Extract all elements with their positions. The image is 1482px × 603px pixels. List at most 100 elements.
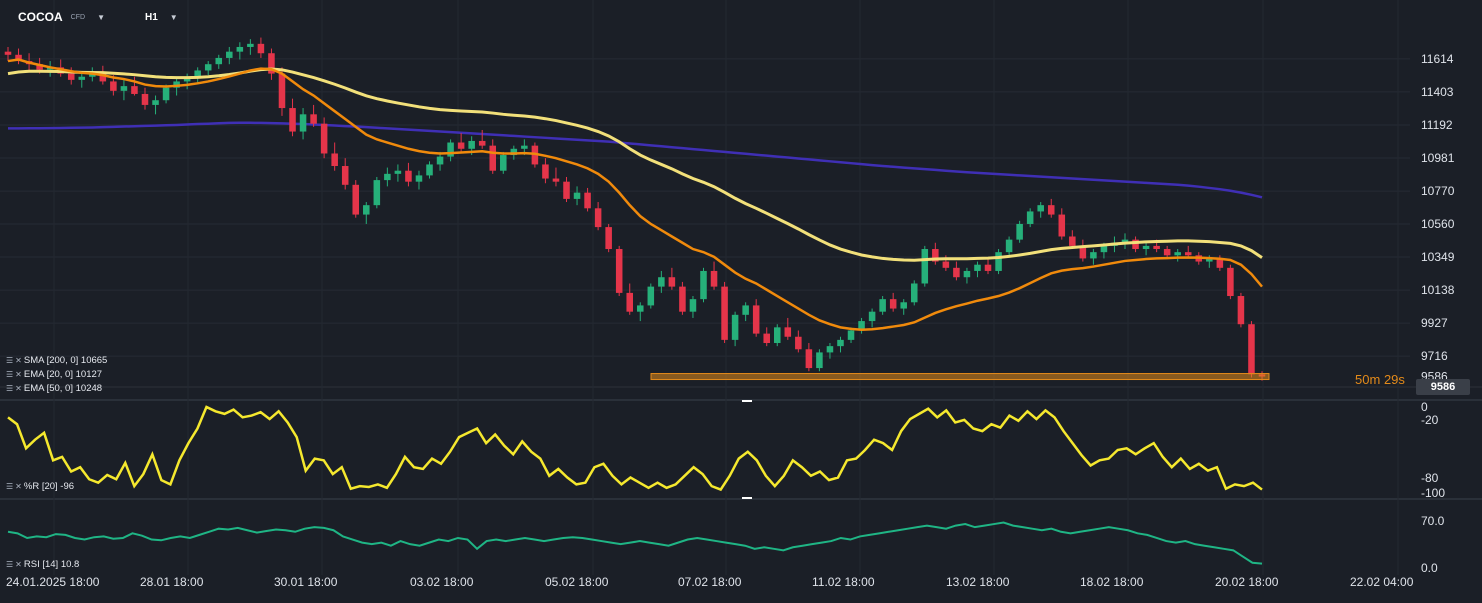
- willr-tick-label: -100: [1421, 486, 1445, 500]
- candle-body: [162, 87, 170, 101]
- candle-body: [1016, 223, 1023, 240]
- menu-icon[interactable]: ☰: [6, 560, 13, 569]
- legend-sma200-label: SMA [200, 0] 10665: [23, 355, 108, 366]
- candle-body: [752, 305, 760, 334]
- sma200-line: [8, 121, 1263, 199]
- symbol-dropdown-icon[interactable]: ▼: [97, 12, 105, 22]
- candle-body: [868, 311, 876, 322]
- countdown-seconds: 29s: [1383, 372, 1405, 387]
- rsi-line: [7, 521, 1263, 565]
- candle-body: [4, 51, 12, 55]
- candle-body: [299, 114, 307, 132]
- candle-body: [563, 181, 570, 199]
- candle-body: [889, 299, 897, 309]
- instrument-header[interactable]: COCOA CFD ▼ H1 ▼: [18, 10, 178, 24]
- menu-icon[interactable]: ☰: [6, 356, 13, 365]
- close-icon[interactable]: ✕: [15, 482, 22, 491]
- x-tick-label: 07.02 18:00: [678, 575, 742, 589]
- legend-ema20-label: EMA [20, 0] 10127: [23, 369, 103, 380]
- close-icon[interactable]: ✕: [15, 356, 22, 365]
- legend-rsi-label: RSI [14] 10.8: [23, 559, 80, 570]
- y-tick-label: 11192: [1421, 118, 1453, 132]
- legend-willr[interactable]: ☰ ✕ %R [20] -96: [6, 481, 74, 492]
- candle-body: [615, 249, 623, 293]
- candle-body: [478, 140, 486, 146]
- timeframe-select[interactable]: H1: [144, 11, 158, 23]
- candle-body: [131, 86, 138, 94]
- candle-body: [658, 277, 665, 287]
- close-icon[interactable]: ✕: [15, 560, 22, 569]
- candle-body: [1206, 258, 1213, 262]
- candle-body: [215, 57, 223, 65]
- close-icon[interactable]: ✕: [15, 370, 22, 379]
- willr-tick-label: -20: [1421, 413, 1439, 427]
- candle-body: [805, 349, 813, 369]
- ema20-line: [7, 58, 1263, 331]
- candle-body: [468, 140, 475, 149]
- support-level: [650, 373, 1270, 381]
- willr-tick-label: -80: [1421, 471, 1439, 485]
- close-icon[interactable]: ✕: [15, 384, 22, 393]
- candle-body: [932, 249, 939, 262]
- menu-icon[interactable]: ☰: [6, 482, 13, 491]
- y-tick-label: 10138: [1421, 283, 1455, 297]
- candle-body: [489, 145, 497, 171]
- candle-body: [226, 51, 233, 58]
- ema-lines: [7, 58, 1263, 331]
- candle-body: [447, 142, 454, 157]
- y-tick-label: 10349: [1421, 250, 1455, 264]
- candle-body: [900, 302, 907, 309]
- candle-body: [331, 153, 338, 167]
- candle-body: [668, 277, 676, 287]
- candle-body: [1079, 245, 1087, 259]
- menu-icon[interactable]: ☰: [6, 384, 13, 393]
- candle-body: [647, 286, 655, 306]
- candle-body: [289, 108, 296, 132]
- candle-body: [278, 73, 286, 109]
- candle-body: [605, 227, 612, 250]
- candle-body: [837, 339, 844, 347]
- legend-ema50-label: EMA [50, 0] 10248: [23, 383, 103, 394]
- candle-body: [194, 70, 201, 77]
- candle-body: [405, 170, 412, 182]
- candle-body: [1100, 245, 1108, 253]
- candle-body: [573, 192, 581, 199]
- candle-body: [700, 270, 707, 300]
- candle-body: [584, 192, 591, 209]
- current-price-tag: 9586: [1416, 379, 1470, 395]
- legend-willr-label: %R [20] -96: [23, 481, 75, 492]
- candle-body: [510, 148, 518, 156]
- candle-body: [1237, 296, 1245, 325]
- y-tick-label: 11614: [1421, 52, 1454, 66]
- bar-countdown: 50m 29s: [1355, 372, 1405, 387]
- indicators: [7, 400, 1263, 565]
- candle-body: [1153, 245, 1160, 250]
- x-tick-label: 18.02 18:00: [1080, 575, 1144, 589]
- legend-ema50[interactable]: ☰ ✕ EMA [50, 0] 10248: [6, 383, 102, 394]
- x-tick-label: 22.02 04:00: [1350, 575, 1414, 589]
- candle-body: [310, 114, 317, 124]
- candle-body: [816, 352, 823, 369]
- legend-rsi[interactable]: ☰ ✕ RSI [14] 10.8: [6, 559, 79, 570]
- candle-body: [110, 81, 117, 91]
- candle-body: [921, 249, 929, 284]
- x-tick-label: 05.02 18:00: [545, 575, 609, 589]
- candle-body: [1026, 211, 1034, 224]
- menu-icon[interactable]: ☰: [6, 370, 13, 379]
- candle-body: [363, 205, 370, 215]
- x-tick-label: 28.01 18:00: [140, 575, 204, 589]
- candle-body: [257, 43, 265, 54]
- candle-body: [78, 76, 86, 80]
- support-band: [650, 373, 1270, 381]
- legend-ema20[interactable]: ☰ ✕ EMA [20, 0] 10127: [6, 369, 102, 380]
- y-tick-label: 10770: [1421, 184, 1455, 198]
- candle-body: [942, 261, 950, 268]
- candle-body: [784, 327, 792, 337]
- timeframe-dropdown-icon[interactable]: ▼: [169, 12, 178, 22]
- symbol-name[interactable]: COCOA: [18, 10, 63, 24]
- legend-sma200[interactable]: ☰ ✕ SMA [200, 0] 10665: [6, 355, 107, 366]
- countdown-minutes-unit: m: [1369, 372, 1381, 387]
- candle-body: [236, 46, 244, 52]
